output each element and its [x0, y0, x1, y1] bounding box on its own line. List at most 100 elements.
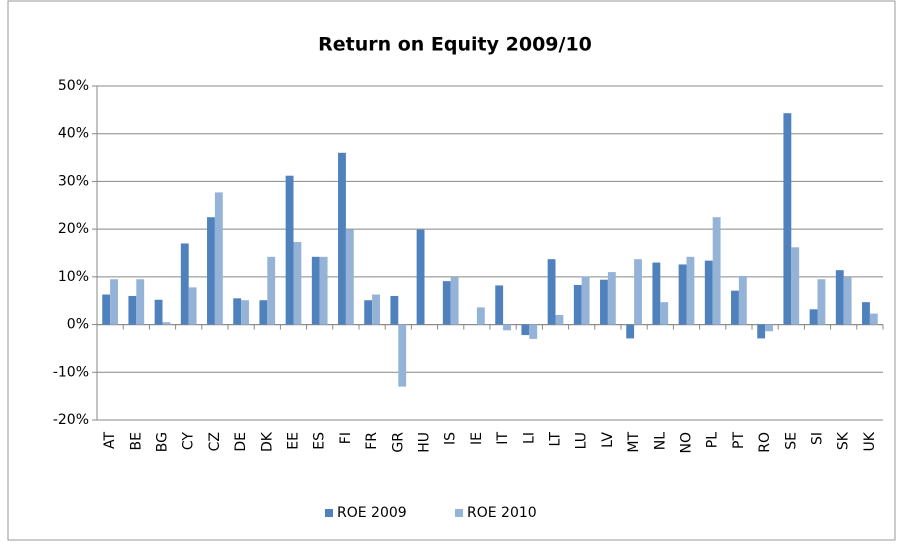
bar	[869, 313, 878, 325]
x-tick-label: IT	[495, 432, 511, 445]
bar	[450, 277, 459, 325]
bar	[162, 322, 171, 325]
y-tick-label: -10%	[53, 364, 89, 380]
bar	[345, 229, 354, 325]
y-tick-label: 50%	[58, 78, 89, 94]
bar	[862, 302, 870, 325]
bar	[442, 281, 451, 325]
bar	[581, 276, 590, 325]
bar	[319, 256, 328, 325]
bar	[338, 152, 346, 325]
bar	[765, 324, 773, 332]
bar	[293, 242, 302, 325]
bar	[259, 300, 268, 325]
y-tick-label: 20%	[58, 221, 89, 237]
bar	[503, 324, 511, 331]
x-tick-label: LT	[548, 432, 564, 447]
x-tick-label: DK	[259, 431, 275, 452]
bar	[128, 295, 137, 325]
bar	[791, 247, 800, 325]
x-tick-label: LI	[521, 432, 537, 444]
bar	[110, 279, 118, 325]
bar	[738, 275, 747, 325]
x-tick-label: MT	[626, 432, 642, 453]
chart-border	[7, 0, 896, 541]
x-tick-label: NO	[679, 432, 695, 454]
bar	[495, 285, 504, 325]
bar	[207, 217, 215, 325]
bar	[364, 300, 373, 325]
bar	[180, 243, 189, 325]
x-tick-label: EE	[286, 432, 302, 450]
bar	[712, 217, 721, 325]
x-tick-label: RO	[757, 432, 773, 453]
bar	[372, 294, 380, 325]
bar	[809, 309, 818, 325]
bar	[102, 294, 111, 325]
x-tick-label: PT	[731, 432, 747, 449]
bar	[731, 290, 739, 325]
bar	[600, 279, 608, 325]
x-tick-label: DE	[233, 432, 249, 452]
x-tick-label: NL	[652, 432, 668, 450]
x-tick-label: SE	[783, 432, 799, 450]
x-tick-label: SK	[836, 431, 852, 450]
bar	[634, 259, 642, 325]
bar	[529, 324, 538, 339]
bar	[678, 264, 687, 325]
bar	[476, 307, 485, 325]
chart-title: Return on Equity 2009/10	[318, 34, 592, 56]
x-tick-label: FI	[338, 432, 354, 444]
bar	[233, 298, 242, 325]
x-tick-label: AT	[102, 432, 118, 449]
bar	[573, 284, 582, 325]
bar	[835, 270, 844, 325]
legend-swatch	[455, 509, 463, 517]
x-tick-label: ES	[312, 432, 328, 450]
y-tick-label: 40%	[58, 126, 89, 142]
legend-label: ROE 2010	[467, 505, 537, 521]
bar	[521, 324, 530, 336]
bar	[416, 229, 425, 325]
x-tick-label: PL	[705, 432, 721, 448]
bar	[843, 277, 852, 325]
bar	[188, 287, 197, 325]
x-tick-label: FR	[364, 432, 380, 450]
bar	[783, 113, 792, 325]
bar	[285, 175, 294, 325]
bar	[398, 324, 407, 387]
x-tick-label: LU	[574, 432, 590, 449]
bar	[817, 279, 826, 325]
x-tick-label: GR	[390, 432, 406, 453]
bar	[686, 256, 695, 325]
x-tick-label: BG	[155, 432, 171, 452]
y-tick-label: 10%	[58, 269, 89, 285]
x-tick-label: CY	[181, 432, 197, 451]
bar	[136, 279, 145, 325]
bar	[241, 300, 249, 325]
bar	[757, 324, 766, 339]
bar	[660, 302, 669, 325]
bar	[214, 192, 223, 325]
x-tick-label: IS	[443, 432, 459, 445]
y-tick-label: 0%	[67, 317, 89, 333]
bar	[267, 256, 276, 325]
legend-swatch	[325, 509, 333, 517]
bar	[704, 260, 713, 325]
bar	[311, 256, 320, 325]
bar	[652, 262, 661, 325]
bar	[607, 272, 616, 325]
y-tick-label: 30%	[58, 173, 89, 189]
y-tick-label: -20%	[53, 412, 89, 428]
x-tick-label: CZ	[207, 432, 223, 451]
x-tick-label: HU	[417, 432, 433, 453]
legend-label: ROE 2009	[337, 505, 407, 521]
x-tick-label: SI	[810, 432, 826, 445]
x-tick-label: LV	[600, 432, 616, 448]
bar	[154, 299, 163, 325]
x-tick-label: IE	[469, 432, 485, 445]
bar	[390, 295, 399, 325]
bar	[626, 324, 635, 339]
bar	[555, 315, 564, 325]
